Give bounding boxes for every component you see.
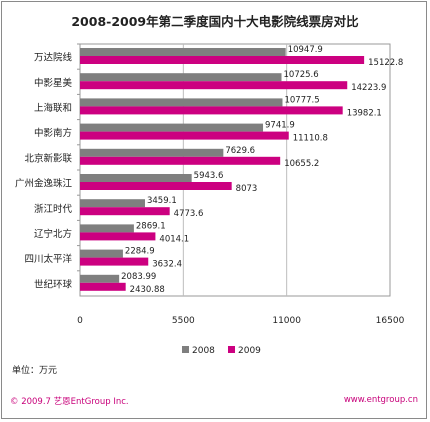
x-tick-label: 11000 [272, 316, 301, 326]
category-label: 浙江时代 [34, 203, 73, 215]
bar-2008 [80, 98, 283, 107]
data-label-2009: 15122.8 [368, 58, 403, 68]
bar-2009 [80, 257, 149, 266]
x-tick-label: 16500 [376, 316, 405, 326]
bar-2009 [80, 106, 343, 115]
bar-2009 [80, 56, 365, 64]
bar-2009 [80, 182, 232, 190]
data-label-2008: 10947.9 [288, 45, 323, 55]
bar-2008 [80, 73, 282, 82]
legend-label-2008: 2008 [192, 346, 215, 356]
bar-2008 [80, 249, 123, 258]
bar-2008 [80, 48, 286, 56]
copyright-text: © 2009.7 艺恩EntGroup Inc. [10, 397, 129, 407]
data-label-2009: 10655.2 [284, 159, 319, 169]
category-label: 四川太平洋 [24, 253, 72, 265]
data-label-2009: 8073 [236, 184, 258, 194]
legend-swatch-2009 [228, 346, 235, 353]
bar-2008 [80, 224, 134, 233]
chart-title: 2008-2009年第二季度国内十大电影院线票房对比 [71, 14, 359, 29]
bar-2009 [80, 131, 289, 140]
unit-note: 单位：万元 [12, 364, 57, 376]
data-label-2008: 10777.5 [284, 95, 319, 105]
category-label: 辽宁北方 [34, 228, 72, 240]
category-label: 广州金逸珠江 [15, 178, 73, 190]
data-label-2008: 3459.1 [147, 196, 177, 206]
bar-2009 [80, 282, 126, 291]
data-label-2008: 9741.9 [265, 121, 295, 131]
data-label-2009: 4773.6 [174, 209, 204, 219]
category-label: 万达院线 [34, 52, 73, 64]
data-label-2009: 13982.1 [347, 108, 382, 118]
category-label: 上海联和 [34, 102, 72, 114]
data-label-2009: 3632.4 [152, 260, 182, 270]
data-label-2008: 2869.1 [136, 221, 166, 231]
category-label: 北京新影联 [24, 152, 72, 164]
bar-2008 [80, 274, 120, 283]
category-label: 中影南方 [34, 127, 72, 139]
bar-2009 [80, 156, 281, 165]
data-label-2008: 10725.6 [284, 70, 319, 80]
data-label-2009: 4014.1 [159, 234, 189, 244]
data-label-2009: 2430.88 [130, 285, 165, 295]
website-url: www.entgroup.cn [343, 395, 418, 405]
legend-label-2009: 2009 [238, 346, 261, 356]
category-label: 世纪环球 [34, 278, 73, 290]
bar-2009 [80, 207, 170, 216]
bar-2009 [80, 81, 348, 90]
legend: 2008 2009 [182, 346, 261, 356]
data-label-2008: 7629.6 [225, 146, 255, 156]
data-label-2008: 5943.6 [194, 171, 224, 181]
x-tick-label: 0 [77, 316, 83, 326]
bar-2008 [80, 148, 224, 157]
x-tick-label: 5500 [172, 316, 195, 326]
bar-2008 [80, 199, 145, 208]
data-label-2009: 11110.8 [293, 134, 328, 144]
legend-swatch-2008 [182, 346, 189, 353]
bar-2008 [80, 174, 192, 182]
data-label-2008: 2083.99 [121, 272, 156, 282]
bar-2009 [80, 232, 156, 241]
data-label-2008: 2284.9 [125, 247, 155, 257]
bar-2008 [80, 123, 264, 132]
category-label: 中影星美 [34, 77, 73, 89]
data-label-2009: 14223.9 [351, 83, 386, 93]
